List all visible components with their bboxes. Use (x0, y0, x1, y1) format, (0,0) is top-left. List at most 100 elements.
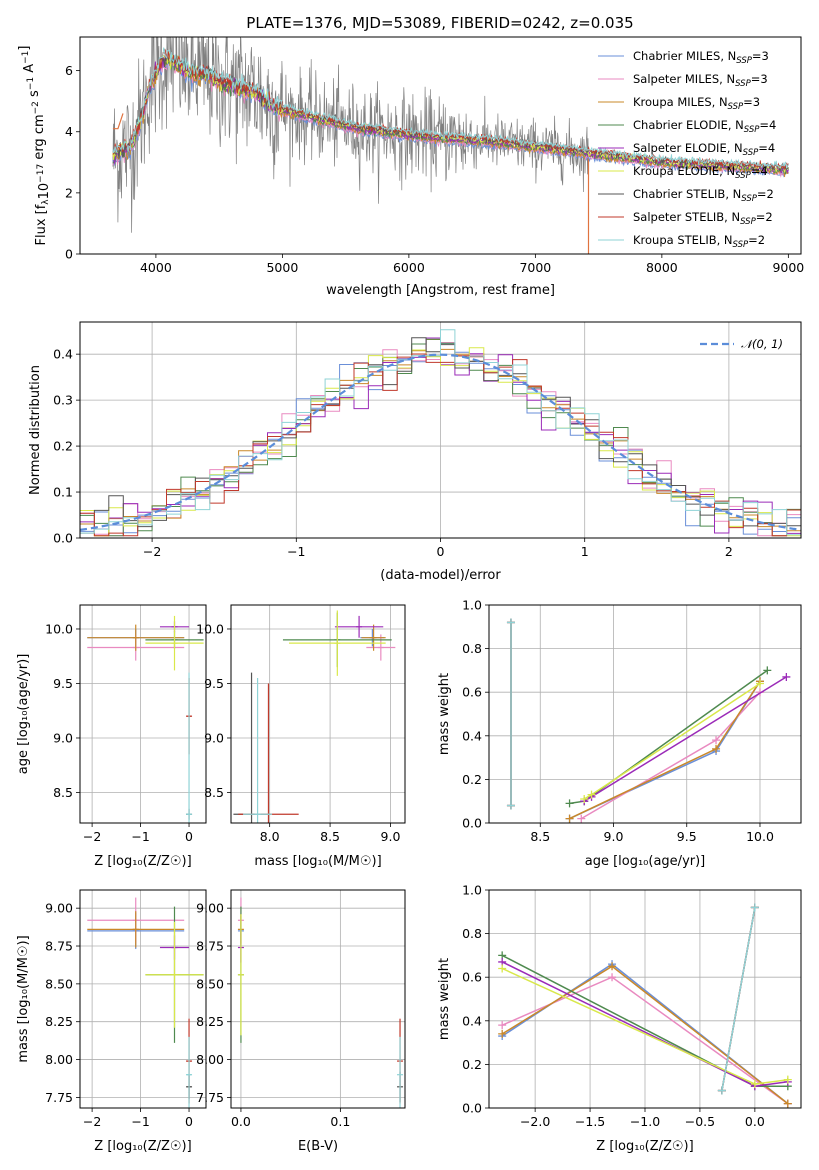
marker (750, 1080, 759, 1089)
age-vs-Z-x-tick-label: −2 (83, 829, 101, 844)
weight-vs-age-x-axis-label: age [log₁₀(age/yr)] (585, 854, 706, 869)
age-vs-Z-y-tick-label: 9.0 (53, 730, 73, 745)
age-vs-Z-errorbar-kroupa-elodie (145, 615, 204, 671)
mass-vs-Z-frame (79, 889, 207, 1109)
weight-vs-age-x-tick-label: 9.5 (677, 829, 697, 844)
age-vs-Z-errorbar-kroupa-miles (87, 624, 185, 651)
age-vs-Z-axes: −2 −1 0 8.5 9.0 9.5 10.0 (45, 605, 206, 844)
age-vs-mass-x-tick-label: 8.5 (320, 829, 340, 844)
legend-entry-gaussian: 𝒩(0, 1) (741, 337, 783, 351)
age-vs-mass-errorbar-salpeter-elodie (334, 615, 384, 638)
legend-entry: Chabrier STELIB, NSSP=2 (633, 187, 774, 204)
mass-vs-ebv-y-tick-label: 9.00 (196, 901, 224, 916)
residuals-x-tick-label: −1 (287, 544, 305, 559)
spectrum-y-tick-label: 0 (65, 247, 73, 262)
age-vs-Z-errorbar-kroupa-stelib (186, 672, 193, 823)
legend-entry: Chabrier ELODIE, NSSP=4 (633, 118, 776, 135)
weight-vs-age-series-kroupa-stelib (506, 618, 515, 810)
weight-vs-age-y-tick-label: 0.0 (462, 816, 482, 831)
age-vs-Z-x-tick-label: 0 (185, 829, 193, 844)
mass-vs-Z-y-tick-label: 9.00 (45, 901, 73, 916)
weight-vs-age-x-tick-label: 10.0 (746, 829, 774, 844)
histogram-kroupa-stelib (80, 329, 801, 536)
age-vs-mass-x-tick-label: 8.0 (260, 829, 280, 844)
marker (498, 1029, 507, 1038)
figure-title: PLATE=1376, MJD=53089, FIBERID=0242, z=0… (246, 14, 633, 32)
marker (565, 814, 574, 823)
age-vs-mass-x-axis-label: mass [log₁₀(M/M☉)] (254, 854, 381, 869)
weight-vs-age-frame (488, 604, 802, 824)
mass-vs-ebv-axes: 0.0 0.1 7.75 8.00 8.25 8.50 8.75 9.00 (196, 890, 405, 1129)
spectrum-axes: 4000 5000 6000 7000 8000 9000 0 2 4 6 (65, 63, 804, 275)
mass-vs-Z-x-tick-label: −2 (83, 1114, 101, 1129)
age-vs-mass-errorbar-kroupa-stelib (243, 678, 273, 823)
mass-vs-ebv-y-tick-label: 8.25 (196, 1014, 224, 1029)
marker (782, 672, 791, 681)
marker (608, 973, 617, 982)
residuals-y-tick-label: 0.1 (53, 485, 73, 500)
spectrum-x-tick-label: 9000 (772, 260, 804, 275)
age-vs-Z-y-axis-label: age [log₁₀(age/yr)] (16, 654, 31, 775)
spectrum-x-axis-label: wavelength [Angstrom, rest frame] (326, 283, 555, 298)
spectrum-frame (79, 36, 802, 255)
residuals-y-tick-label: 0.4 (53, 347, 73, 362)
marker (712, 744, 721, 753)
marker (783, 1075, 792, 1084)
mass-vs-Z-errorbar-kroupa-stelib (186, 1036, 193, 1108)
weight-vs-age-x-tick-label: 9.0 (604, 829, 624, 844)
weight-vs-age-axes: 8.5 9.0 9.5 10.0 0.0 0.2 0.4 0.6 0.8 1.0 (462, 598, 801, 844)
age-vs-mass-y-tick-label: 9.5 (204, 676, 224, 691)
marker (608, 962, 617, 971)
legend-entry: Kroupa ELODIE, NSSP=4 (633, 164, 768, 181)
age-vs-Z-y-tick-label: 10.0 (45, 621, 73, 636)
residuals-frame (79, 321, 802, 539)
weight-vs-age-series-kroupa-elodie (580, 679, 764, 804)
residuals-axes: −2 −1 0 1 2 0.0 0.1 0.2 0.3 0.4 (53, 322, 801, 559)
mass-vs-ebv-y-tick-label: 8.50 (196, 976, 224, 991)
mass-vs-Z-y-tick-label: 7.75 (45, 1090, 73, 1105)
weight-vs-Z-series-kroupa-stelib (717, 903, 759, 1095)
mass-vs-ebv-x-tick-label: 0.0 (231, 1114, 251, 1129)
marker (755, 679, 764, 688)
spectrum-y-tick-label: 6 (65, 63, 73, 78)
mass-vs-Z-x-axis-label: Z [log₁₀(Z/Z☉)] (94, 1139, 191, 1154)
residuals-x-tick-label: 0 (437, 544, 445, 559)
residuals-x-tick-label: 2 (725, 544, 733, 559)
mass-vs-Z-errorbar-kroupa-miles (87, 911, 185, 948)
spectrum-x-tick-label: 6000 (393, 260, 425, 275)
weight-vs-Z-y-tick-label: 1.0 (462, 883, 482, 898)
weight-vs-Z-x-tick-label: −1.0 (630, 1114, 660, 1129)
mass-vs-ebv-errorbar-kroupa-elodie (237, 914, 244, 1036)
age-vs-mass-x-tick-label: 9.0 (381, 829, 401, 844)
legend-entry: Salpeter ELODIE, NSSP=4 (633, 141, 775, 158)
residuals-y-tick-label: 0.0 (53, 531, 73, 546)
mass-vs-Z-errorbar-kroupa-elodie (145, 921, 204, 1028)
weight-vs-Z-y-tick-label: 0.0 (462, 1101, 482, 1116)
weight-vs-age-y-tick-label: 0.4 (462, 728, 482, 743)
age-vs-mass-errorbar-kroupa-miles (361, 624, 386, 651)
marker (750, 903, 759, 912)
spectrum-model-line-salpeter-stelib (112, 49, 789, 171)
age-vs-mass-y-tick-label: 8.5 (204, 785, 224, 800)
spectrum-y-tick-label: 4 (65, 124, 73, 139)
mass-vs-ebv-x-tick-label: 0.1 (330, 1114, 350, 1129)
weight-vs-Z-x-tick-label: −0.5 (685, 1114, 715, 1129)
age-vs-Z-x-tick-label: −1 (131, 829, 149, 844)
marker (783, 1099, 792, 1108)
mass-vs-Z-x-tick-label: 0 (185, 1114, 193, 1129)
weight-vs-Z-y-axis-label: mass weight (437, 958, 452, 1040)
legend-entry: Kroupa STELIB, NSSP=2 (633, 233, 765, 250)
legend-entry: Salpeter MILES, NSSP=3 (633, 72, 768, 89)
spectrum-model-line-kroupa-stelib (112, 47, 789, 169)
mass-vs-ebv-y-tick-label: 8.00 (196, 1052, 224, 1067)
marker (577, 814, 586, 823)
residuals-x-tick-label: −2 (143, 544, 161, 559)
weight-vs-Z-x-tick-label: −1.5 (575, 1114, 605, 1129)
marker (498, 1021, 507, 1030)
age-vs-mass-y-tick-label: 9.0 (204, 730, 224, 745)
age-vs-mass-y-tick-label: 10.0 (196, 621, 224, 636)
spectrum-x-tick-label: 4000 (140, 260, 172, 275)
age-vs-Z-y-tick-label: 8.5 (53, 785, 73, 800)
weight-vs-Z-x-axis-label: Z [log₁₀(Z/Z☉)] (596, 1139, 693, 1154)
